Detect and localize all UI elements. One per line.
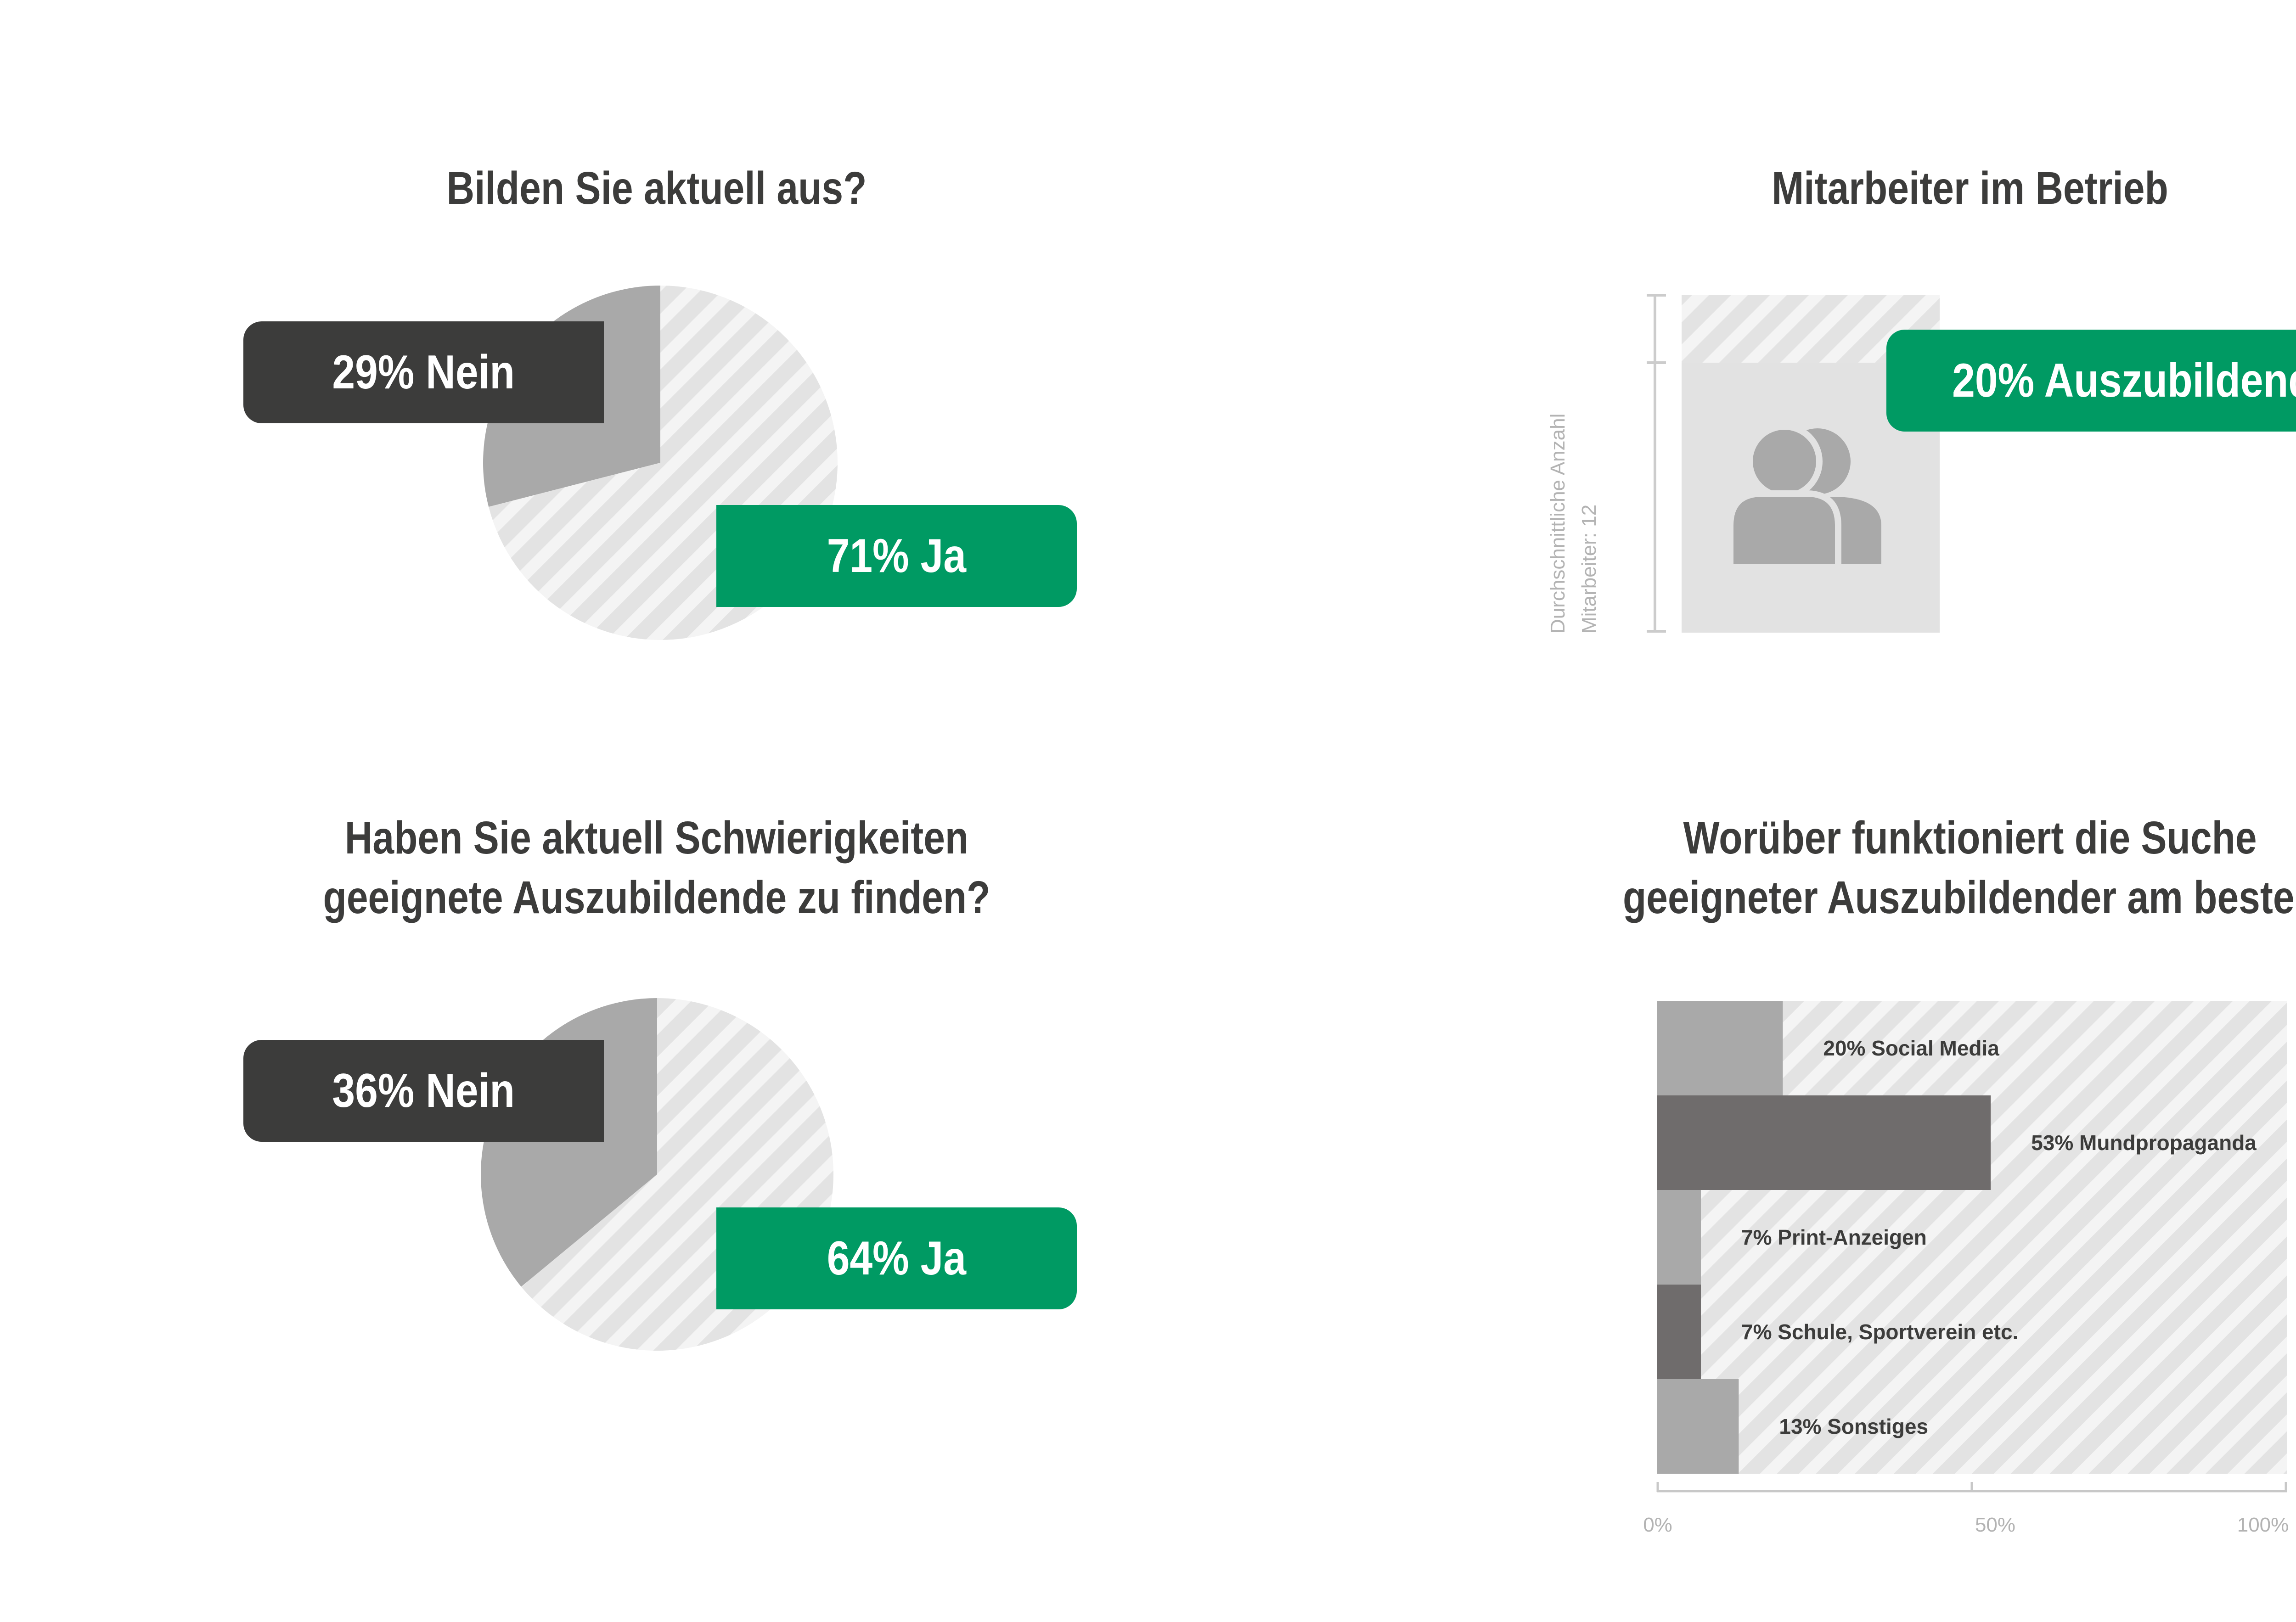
bar-mundpropaganda xyxy=(1657,1095,1991,1190)
employees-axis-caption-1: Durchschnittliche Anzahl xyxy=(1547,413,1569,634)
x-tick-label-0: 0% xyxy=(1643,1514,1672,1536)
people-icon xyxy=(1727,423,1881,571)
bar-label-3: 7% Schule, Sportverein etc. xyxy=(1741,1320,2018,1344)
bar-label-1: 53% Mundpropaganda xyxy=(2031,1131,2257,1155)
pie1-label-nein: 29% Nein xyxy=(243,321,604,423)
pie2-title-line1: Haben Sie aktuell Schwierigkeiten xyxy=(344,812,969,864)
x-tick-label-50: 50% xyxy=(1975,1514,2015,1536)
bar-label-4: 13% Sonstiges xyxy=(1779,1414,1928,1438)
bar-social-media xyxy=(1657,1001,1783,1095)
bar-label-0: 20% Social Media xyxy=(1823,1036,1999,1060)
bar-schule-sportverein-etc xyxy=(1657,1285,1701,1379)
x-tick-label-100: 100% xyxy=(2237,1514,2289,1536)
pie2-label-ja: 64% Ja xyxy=(716,1207,1077,1309)
bar-sonstiges xyxy=(1657,1379,1739,1474)
employees-axis-caption-2: Mitarbeiter: 12 xyxy=(1578,504,1600,634)
pie1-label-ja: 71% Ja xyxy=(716,505,1077,607)
pie2-label-nein: 36% Nein xyxy=(243,1040,604,1142)
employees-title: Mitarbeiter im Betrieb xyxy=(1772,163,2168,214)
bar-chart: 20% Social Media 53% Mundpropaganda 7% Pri… xyxy=(1643,1001,2289,1536)
bar-title-line1: Worüber funktioniert die Suche xyxy=(1683,812,2257,864)
pie1-title: Bilden Sie aktuell aus? xyxy=(446,163,867,214)
employees-label: 20% Auszubildende xyxy=(1886,330,2296,432)
bar-title-line2: geeigneter Auszubildender am besten? xyxy=(1623,872,2296,923)
bar-print-anzeigen xyxy=(1657,1190,1701,1285)
pie2-title-line2: geeignete Auszubildende zu finden? xyxy=(323,872,990,923)
bar-label-2: 7% Print-Anzeigen xyxy=(1741,1225,1927,1249)
